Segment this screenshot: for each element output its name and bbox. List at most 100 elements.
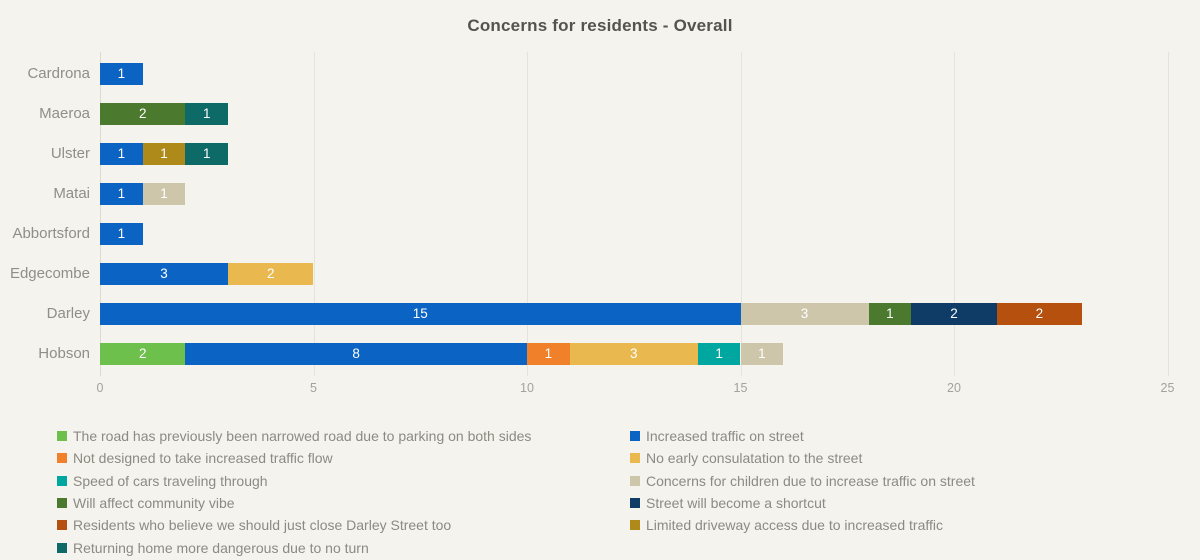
bar-segment: 1	[142, 183, 186, 205]
category-label-darley: Darley	[46, 305, 90, 322]
bar-value-label: 1	[117, 226, 126, 241]
bar-value-label: 1	[202, 146, 211, 161]
legend-color-swatch	[630, 520, 640, 531]
x-tick-label: 15	[733, 381, 748, 395]
bar-segment: 1	[100, 223, 143, 245]
bar-value-label: 2	[1035, 306, 1044, 321]
bar-value-label: 1	[758, 346, 766, 361]
bar-segment: 2	[100, 343, 186, 365]
x-tick-label: 20	[947, 381, 961, 395]
bar-segment: 1	[740, 343, 784, 365]
category-label-hobson: Hobson	[38, 345, 90, 362]
bar-value-label: 8	[352, 346, 360, 361]
legend-item: Will affect community vibe	[57, 492, 531, 514]
category-label-maeroa: Maeroa	[39, 105, 90, 122]
legend-label: Street will become a shortcut	[646, 495, 826, 512]
legend-label: Increased traffic on street	[646, 428, 804, 445]
bar-segment: 3	[569, 343, 698, 365]
legend-label: Concerns for children due to increase tr…	[646, 472, 975, 489]
gridline	[954, 52, 955, 376]
legend-label: Residents who believe we should just clo…	[73, 517, 452, 534]
bar-value-label: 2	[950, 306, 958, 321]
bar-value-label: 3	[160, 266, 168, 281]
bar-segment: 2	[911, 303, 997, 325]
bar-segment: 1	[142, 143, 186, 165]
legend-label: Speed of cars traveling through	[73, 472, 268, 489]
legend-item: Concerns for children due to increase tr…	[630, 470, 975, 492]
bar-segment: 2	[228, 263, 314, 285]
bar-value-label: 15	[412, 306, 428, 321]
bar-segment: 1	[527, 343, 570, 365]
x-tick-label: 5	[310, 381, 317, 395]
gridline	[740, 52, 742, 376]
bar-value-label: 1	[544, 346, 553, 361]
bar-value-label: 1	[202, 106, 211, 121]
legend-item: Speed of cars traveling through	[57, 470, 531, 492]
legend-label: Not designed to take increased traffic f…	[73, 450, 333, 467]
legend-label: The road has previously been narrowed ro…	[73, 428, 532, 445]
bar-segment: 1	[100, 183, 143, 205]
bar-segment: 1	[185, 143, 229, 165]
category-label-ulster: Ulster	[50, 145, 90, 162]
legend-label: Limited driveway access due to increased…	[646, 517, 943, 534]
gridline	[313, 52, 315, 376]
legend-color-swatch	[57, 498, 67, 509]
legend-item: No early consulatation to the street	[630, 447, 975, 469]
x-tick-label: 10	[520, 381, 534, 395]
bar-segment: 15	[100, 303, 741, 325]
legend-label: Returning home more dangerous due to no …	[73, 539, 369, 556]
bar-segment: 1	[100, 143, 143, 165]
bar-value-label: 1	[886, 306, 894, 321]
legend-color-swatch	[57, 431, 67, 442]
legend-color-swatch	[630, 431, 640, 442]
bar-value-label: 2	[267, 266, 275, 281]
bar-value-label: 3	[800, 306, 809, 321]
legend-color-swatch	[630, 475, 640, 486]
legend-item: Increased traffic on street	[630, 425, 975, 447]
category-label-edgecombe: Edgecombe	[9, 265, 90, 282]
bar-segment: 3	[100, 263, 229, 285]
bar-value-label: 1	[160, 186, 168, 201]
bar-segment: 2	[100, 103, 186, 125]
legend-color-swatch	[630, 453, 640, 464]
bar-value-label: 3	[629, 346, 638, 361]
legend-color-swatch	[57, 542, 67, 553]
legend-item: The road has previously been narrowed ro…	[57, 425, 531, 447]
bar-value-label: 1	[117, 146, 126, 161]
category-label-cardrona: Cardrona	[27, 65, 90, 82]
bar-value-label: 2	[138, 106, 147, 121]
bar-value-label: 1	[160, 146, 168, 161]
legend-label: Will affect community vibe	[73, 495, 235, 512]
bar-value-label: 2	[138, 346, 147, 361]
legend-item: Residents who believe we should just clo…	[57, 514, 531, 536]
legend-color-swatch	[630, 498, 640, 509]
legend-column-left: The road has previously been narrowed ro…	[57, 425, 531, 559]
legend-item: Street will become a shortcut	[630, 492, 975, 514]
legend-color-swatch	[57, 520, 67, 531]
category-label-abbortsford: Abbortsford	[12, 225, 90, 242]
bar-segment: 1	[868, 303, 912, 325]
legend-color-swatch	[57, 475, 67, 486]
bar-segment: 1	[697, 343, 741, 365]
legend-item: Not designed to take increased traffic f…	[57, 447, 531, 469]
gridline	[100, 52, 101, 376]
legend-column-right: Increased traffic on street No early cons…	[630, 425, 975, 536]
bar-segment: 1	[100, 63, 143, 85]
chart-title: Concerns for residents - Overall	[467, 16, 733, 35]
bar-segment: 3	[740, 303, 869, 325]
bar-value-label: 1	[117, 186, 126, 201]
gridline	[527, 52, 528, 376]
legend-item: Returning home more dangerous due to no …	[57, 536, 531, 558]
x-tick-label: 0	[96, 381, 104, 395]
bar-segment: 1	[185, 103, 229, 125]
bar-value-label: 1	[117, 66, 126, 81]
bar-segment: 8	[185, 343, 527, 365]
legend-color-swatch	[57, 453, 67, 464]
bar-segment: 2	[996, 303, 1083, 325]
category-label-matai: Matai	[53, 185, 90, 202]
x-tick-label: 25	[1160, 381, 1175, 395]
gridline	[1167, 52, 1169, 376]
bar-value-label: 1	[715, 346, 723, 361]
legend-label: No early consulatation to the street	[646, 450, 863, 467]
